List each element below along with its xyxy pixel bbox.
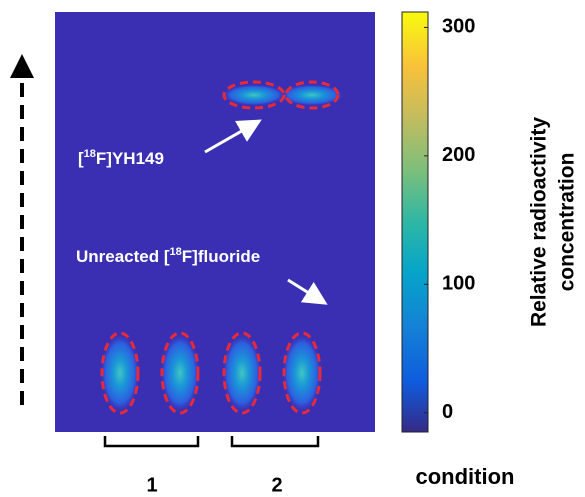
annotation: Unreacted [18F]fluoride (76, 246, 260, 267)
x-label: condition (416, 464, 515, 489)
figure: [18F]YH149 Unreacted [18F]fluoride 1 2 c… (0, 0, 585, 497)
group-brackets (105, 436, 318, 446)
group-label: 1 (146, 474, 157, 496)
colorbar-tick-label: 300 (442, 16, 475, 38)
colorbar-tick-label: 0 (442, 401, 453, 423)
group-label: 2 (271, 474, 282, 496)
colorbar-label: concentration (556, 153, 579, 292)
colorbar (402, 12, 428, 432)
colorbar-tick-label: 100 (442, 273, 475, 295)
colorbar-tick-label: 200 (442, 144, 475, 166)
colorbar-label: Relative radioactivity (528, 117, 551, 327)
